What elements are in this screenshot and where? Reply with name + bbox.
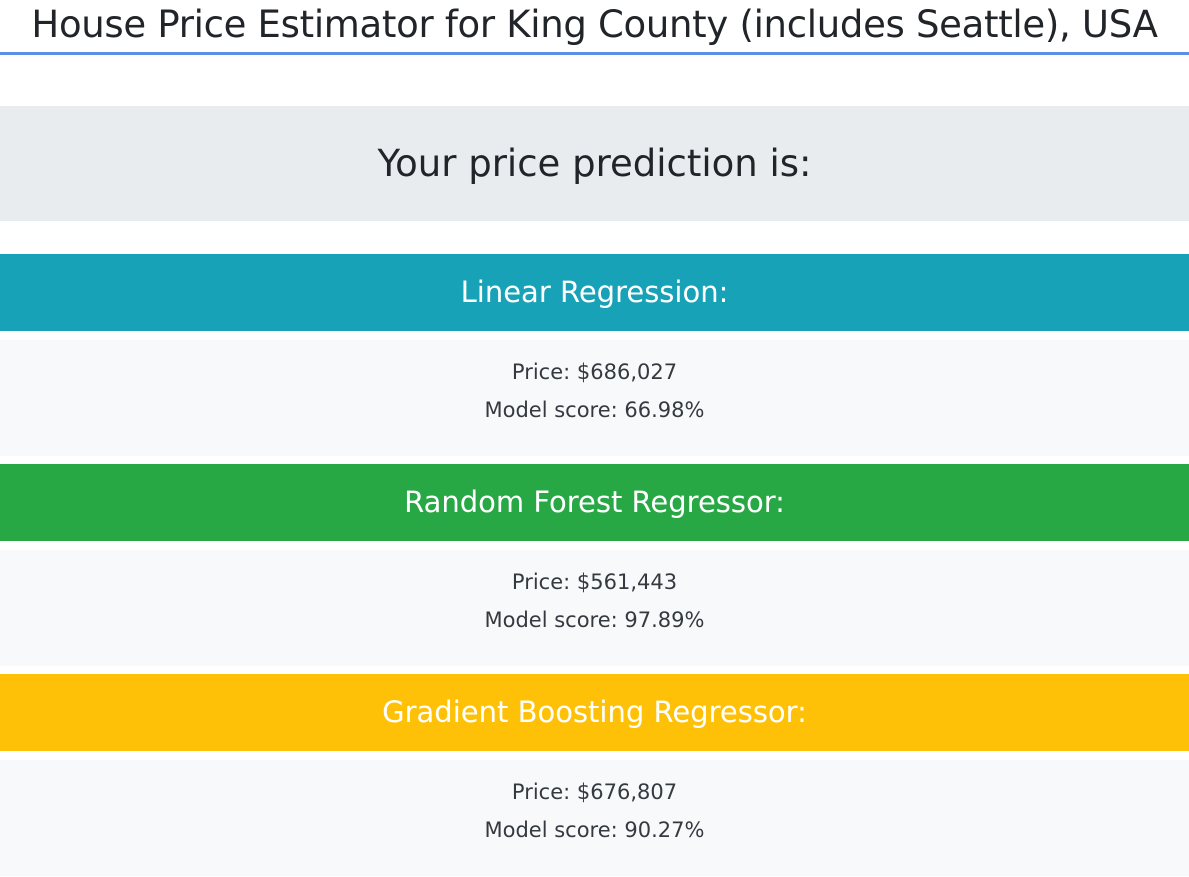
linear-regression-result: Price: $686,027 Model score: 66.98% [0,340,1189,456]
gradient-boosting-result: Price: $676,807 Model score: 90.27% [0,760,1189,876]
title-bar: House Price Estimator for King County (i… [0,0,1189,55]
model-price: Price: $561,443 [511,570,678,594]
model-price: Price: $686,027 [511,360,678,384]
random-forest-header: Random Forest Regressor: [0,464,1189,541]
linear-regression-header: Linear Regression: [0,254,1189,331]
page-title: House Price Estimator for King County (i… [31,3,1158,46]
random-forest-result: Price: $561,443 Model score: 97.89% [0,550,1189,666]
prediction-heading: Your price prediction is: [377,142,812,185]
gradient-boosting-header: Gradient Boosting Regressor: [0,674,1189,751]
prediction-banner: Your price prediction is: [0,106,1189,221]
model-name: Gradient Boosting Regressor: [382,695,807,729]
model-score: Model score: 66.98% [484,398,705,422]
model-score: Model score: 97.89% [484,608,705,632]
model-name: Random Forest Regressor: [404,485,785,519]
model-price: Price: $676,807 [511,780,678,804]
model-name: Linear Regression: [460,275,729,309]
model-score: Model score: 90.27% [484,818,705,842]
